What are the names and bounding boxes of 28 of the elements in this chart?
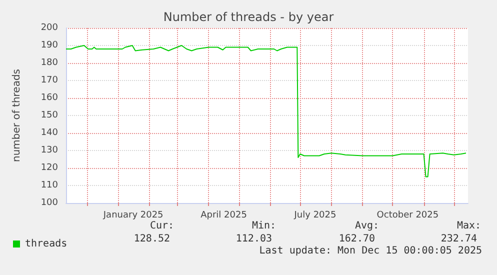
text: Cur: bbox=[150, 220, 174, 232]
y-tick-label: 110 bbox=[40, 180, 58, 190]
y-tick-label: 170 bbox=[40, 76, 58, 86]
text: Max: bbox=[457, 220, 482, 232]
text: Avg: bbox=[355, 220, 380, 232]
text: Last update: Mon Dec 15 00:00:05 2025 bbox=[259, 246, 482, 256]
x-tick-label: April 2025 bbox=[200, 210, 247, 220]
x-tick-label: January 2025 bbox=[102, 210, 164, 220]
y-tick-label: 100 bbox=[40, 198, 58, 208]
line-series bbox=[66, 45, 466, 178]
chart-title: Number of threads - by year bbox=[163, 10, 334, 24]
y-axis-title: number of threads bbox=[12, 68, 22, 162]
text: 112.03 bbox=[236, 234, 272, 244]
y-tick-label: 120 bbox=[40, 163, 58, 173]
x-tick-label: October 2025 bbox=[376, 210, 439, 220]
text: 162.70 bbox=[338, 234, 375, 244]
y-tick-label: 150 bbox=[40, 110, 58, 120]
text: 232.74 bbox=[440, 234, 477, 244]
y-tick-label: 130 bbox=[40, 146, 58, 156]
y-tick-label: 200 bbox=[40, 23, 58, 33]
y-tick-label: 190 bbox=[40, 40, 58, 50]
x-tick-label: July 2025 bbox=[293, 210, 336, 220]
y-tick-label: 180 bbox=[40, 58, 58, 68]
legend-label: threads bbox=[25, 238, 68, 250]
y-tick-label: 160 bbox=[40, 93, 58, 103]
text: 128.52 bbox=[134, 234, 170, 244]
text: Min: bbox=[252, 220, 276, 232]
y-tick-label: 140 bbox=[40, 128, 58, 138]
